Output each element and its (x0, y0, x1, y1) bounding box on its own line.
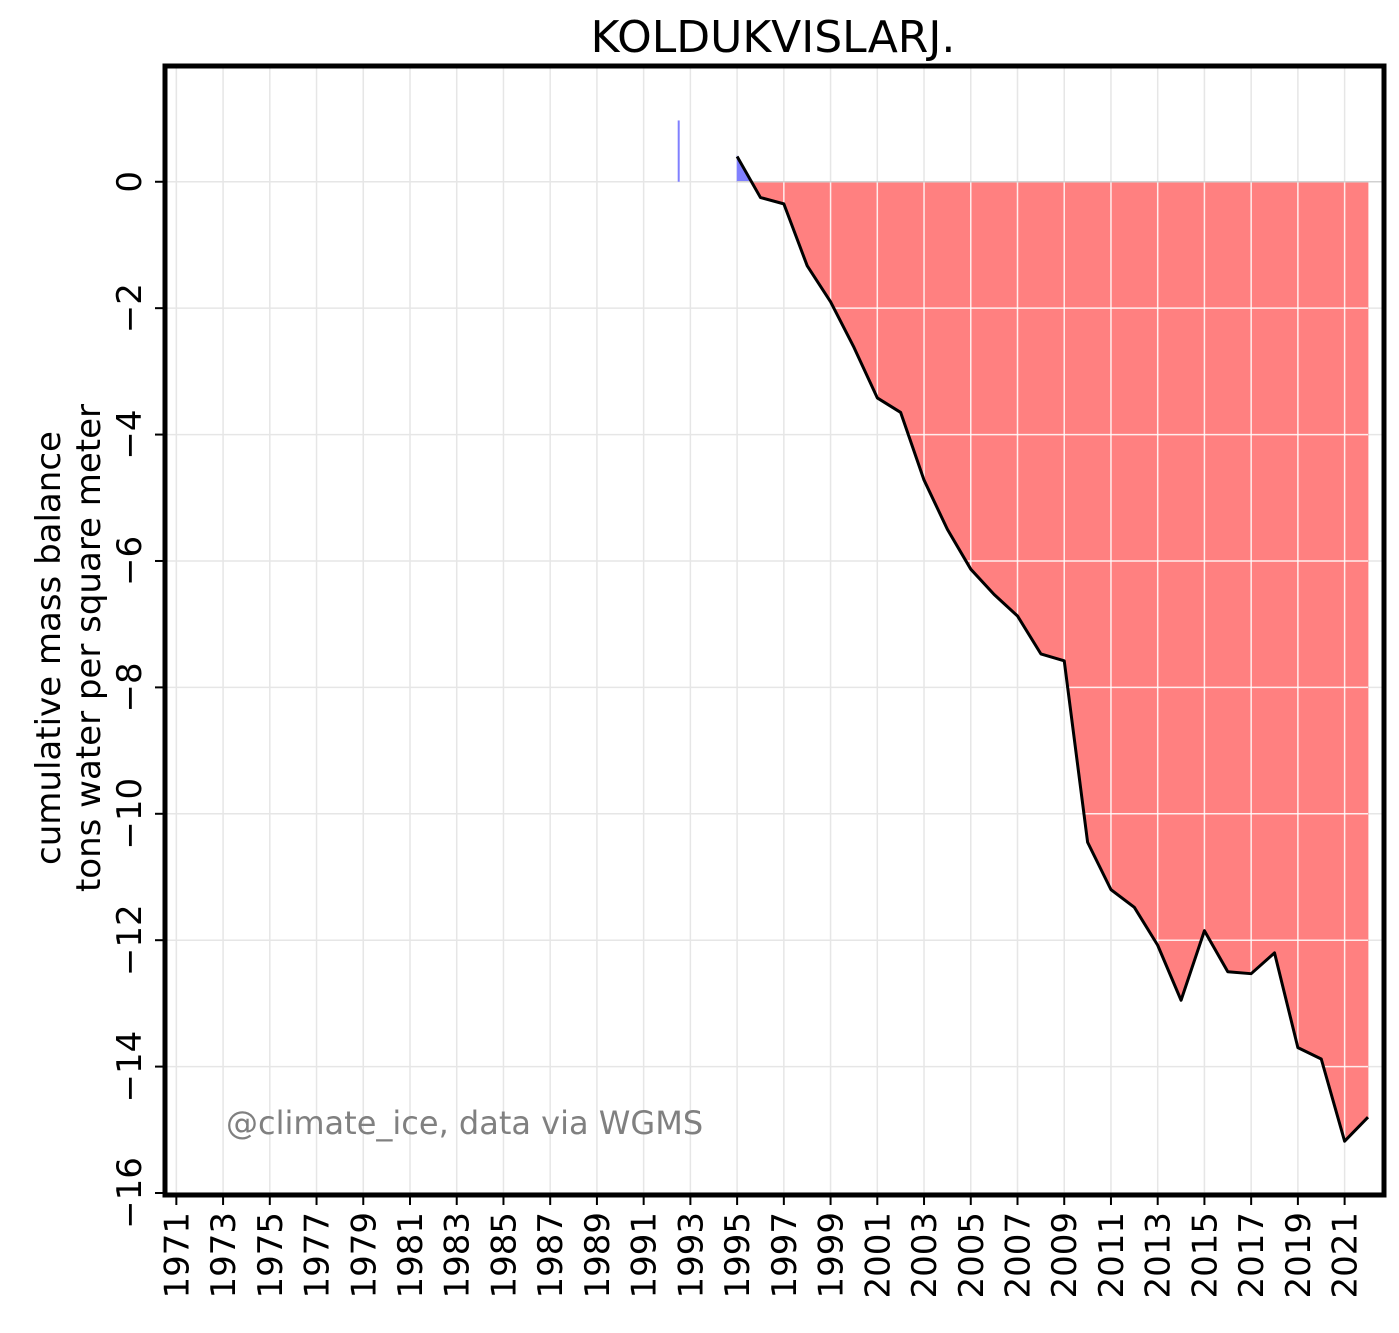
y-tick-label: −8 (110, 662, 150, 712)
x-tick-label: 2021 (1326, 1212, 1366, 1299)
watermark: @climate_ice, data via WGMS (226, 1104, 703, 1142)
x-tick-label: 1977 (298, 1212, 338, 1299)
x-tick-label: 1987 (531, 1212, 571, 1299)
negative-area (1133, 181, 1159, 947)
y-tick-label: −2 (110, 283, 150, 333)
x-tick-label: 2005 (952, 1212, 992, 1299)
x-tick-label: 1991 (625, 1212, 665, 1299)
plot-frame (162, 63, 1387, 1198)
x-tick-label: 1973 (204, 1212, 244, 1299)
negative-area (1157, 181, 1182, 1001)
y-tick-label: −14 (110, 1031, 150, 1103)
x-tick-label: 2011 (1092, 1212, 1132, 1299)
negative-area (1017, 181, 1042, 656)
negative-area (1110, 181, 1135, 909)
x-tick-label: 1983 (438, 1212, 478, 1299)
negative-area (970, 181, 995, 596)
x-tick-label: 1985 (484, 1212, 524, 1299)
negative-area (1250, 181, 1275, 975)
negative-area (853, 181, 878, 399)
x-tick-label: 2019 (1279, 1212, 1319, 1299)
x-tick-label: 1975 (251, 1212, 291, 1299)
negative-area (1087, 181, 1112, 890)
x-tick-label: 2001 (858, 1212, 898, 1299)
chart-title: KOLDUKVISLARJ. (591, 12, 956, 63)
negative-area (1274, 181, 1299, 1048)
series-line (735, 155, 1370, 1143)
negative-area (1227, 181, 1252, 975)
y-tick-label: −10 (110, 778, 150, 850)
x-tick-label: 1989 (578, 1212, 618, 1299)
x-tick-label: 1971 (157, 1212, 197, 1299)
x-tick-label: 2013 (1139, 1212, 1179, 1299)
y-tick-label: −6 (110, 536, 150, 586)
negative-area (900, 181, 925, 481)
series-lines (735, 155, 1382, 1143)
x-tick-label: 2015 (1185, 1212, 1225, 1299)
negative-area (947, 181, 972, 571)
x-tick-label: 2009 (1045, 1212, 1085, 1299)
y-axis-label-line-1: cumulative mass balance (29, 431, 69, 865)
negative-area (1180, 181, 1205, 1001)
y-axis-label: cumulative mass balance tons water per s… (29, 404, 109, 892)
y-axis-label-line-2: tons water per square meter (69, 404, 109, 892)
x-tick-label: 1997 (765, 1212, 805, 1299)
x-axis: 1971 1973 1975 1977 1979 1981 1983 1985 1987 1989… (157, 1195, 1366, 1299)
y-tick-label: −16 (110, 1157, 150, 1229)
x-tick-label: 2017 (1232, 1212, 1272, 1299)
negative-area (1040, 181, 1065, 662)
negative-area (1344, 181, 1369, 1143)
y-tick-label: −4 (110, 410, 150, 460)
y-tick-label: 0 (110, 171, 150, 193)
negative-area (1204, 181, 1229, 974)
x-tick-label: 1981 (391, 1212, 431, 1299)
negative-area (993, 181, 1018, 617)
x-tick-label: 1999 (812, 1212, 852, 1299)
x-tick-label: 2003 (905, 1212, 945, 1299)
area-fills (736, 154, 1369, 1143)
negative-area (1320, 181, 1346, 1142)
y-axis: 0 −2 −4 −6 −8 −10 −12 −14 −16 (110, 171, 165, 1229)
x-tick-label: 1993 (671, 1212, 711, 1299)
x-tick-label: 1979 (344, 1212, 384, 1299)
negative-area (923, 181, 948, 530)
negative-area (876, 181, 902, 414)
x-tick-label: 1995 (718, 1212, 758, 1299)
y-tick-label: −12 (110, 904, 150, 976)
x-tick-label: 2007 (999, 1212, 1039, 1299)
negative-area (1297, 181, 1322, 1060)
